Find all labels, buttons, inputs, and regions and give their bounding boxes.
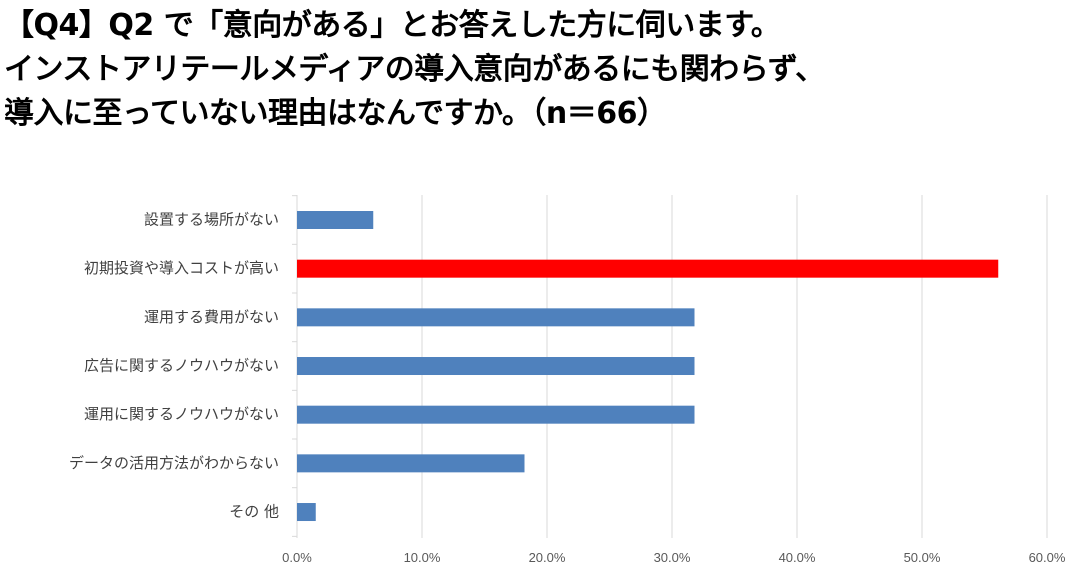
category-label: 初期投資や導入コストが高い (84, 259, 279, 277)
title-line-1: 【Q4】Q2 で「意向がある」とお答えした方に伺います。 (4, 8, 781, 43)
title-line-2: インストアリテールメディアの導入意向があるにも関わらず、 (4, 52, 825, 87)
bar (297, 454, 525, 473)
chart-title: 【Q4】Q2 で「意向がある」とお答えした方に伺います。 インストアリテールメデ… (4, 4, 825, 136)
bar (297, 308, 695, 327)
category-label: 設置する場所がない (144, 211, 279, 229)
category-label: データの活用方法がわからない (69, 454, 279, 472)
title-line-3: 導入に至っていない理由はなんですか。（n＝66） (4, 96, 667, 131)
bar (297, 259, 999, 278)
x-tick-label: 20.0% (529, 550, 566, 565)
bar (297, 503, 316, 522)
x-tick-label: 40.0% (779, 550, 816, 565)
category-label: 広告に関するノウハウがない (84, 357, 279, 375)
x-tick-label: 0.0% (282, 550, 312, 565)
category-label: 運用する費用がない (144, 308, 279, 326)
category-label: 運用に関するノウハウがない (84, 405, 279, 423)
x-tick-label: 50.0% (904, 550, 941, 565)
x-tick-label: 60.0% (1029, 550, 1066, 565)
category-label: その 他 (229, 503, 279, 521)
bar (297, 405, 695, 424)
x-tick-label: 10.0% (404, 550, 441, 565)
x-tick-label: 30.0% (654, 550, 691, 565)
bar (297, 211, 374, 229)
bar (297, 357, 695, 376)
